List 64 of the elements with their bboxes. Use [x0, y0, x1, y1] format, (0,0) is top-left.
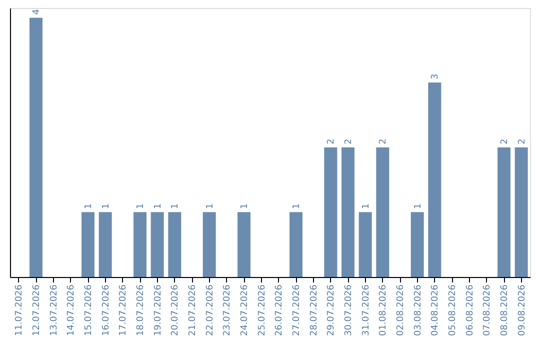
bar	[134, 212, 146, 277]
x-tick-label: 13.07.2026	[49, 284, 60, 336]
bar	[168, 212, 182, 277]
x-tick-label: 11.07.2026	[14, 284, 25, 336]
x-tick-label: 06.08.2026	[465, 284, 476, 336]
x-tick-label: 18.07.2026	[136, 284, 146, 336]
bar	[514, 147, 528, 277]
x-tick-label: 25.07.2026	[257, 284, 268, 336]
data-label: 2	[326, 138, 337, 144]
bar	[324, 147, 338, 277]
bar	[290, 212, 302, 277]
data-label: 4	[32, 8, 42, 15]
bar	[358, 212, 372, 277]
x-tick-label: 07.08.2026	[482, 284, 493, 336]
x-tick-label: 12.07.2026	[32, 284, 42, 336]
bar	[98, 212, 112, 277]
bar	[150, 212, 164, 277]
x-tick-label: 27.07.2026	[292, 284, 302, 336]
data-label: 2	[517, 138, 528, 144]
x-tick-label: 08.08.2026	[500, 284, 510, 336]
bar	[82, 212, 94, 277]
data-label: 2	[344, 138, 354, 144]
x-tick-label: 02.08.2026	[396, 284, 406, 336]
x-tick-label: 21.07.2026	[188, 284, 198, 336]
data-label: 2	[500, 138, 510, 144]
bar	[410, 212, 424, 277]
data-label: 1	[101, 203, 112, 210]
x-tick-label: 26.07.2026	[274, 284, 285, 336]
x-tick-label: 09.08.2026	[517, 284, 528, 336]
data-label: 1	[240, 203, 250, 210]
x-tick-label: 30.07.2026	[344, 284, 354, 336]
x-tick-label: 14.07.2026	[66, 284, 77, 336]
bar	[498, 147, 510, 277]
x-tick-label: 01.08.2026	[378, 284, 389, 336]
data-label: 1	[205, 203, 216, 210]
x-tick-label: 22.07.2026	[205, 284, 216, 336]
bar	[238, 212, 250, 277]
x-tick-label: 16.07.2026	[101, 284, 112, 336]
x-tick-label: 03.08.2026	[413, 284, 424, 336]
data-label: 1	[136, 203, 146, 210]
data-label: 2	[378, 138, 389, 144]
bar	[202, 212, 216, 277]
bar	[30, 18, 42, 277]
data-label: 1	[361, 203, 372, 210]
x-tick-label: 15.07.2026	[84, 284, 94, 336]
x-tick-label: 24.07.2026	[240, 284, 250, 336]
bar	[376, 147, 390, 277]
data-label: 1	[413, 203, 424, 210]
x-tick-label: 29.07.2026	[326, 284, 337, 336]
bar	[428, 82, 442, 277]
x-tick-label: 04.08.2026	[430, 284, 441, 336]
data-label: 1	[170, 203, 181, 210]
data-label: 1	[292, 203, 302, 210]
data-label: 1	[84, 203, 94, 210]
data-label: 3	[430, 74, 441, 80]
x-tick-label: 19.07.2026	[153, 284, 164, 336]
x-tick-label: 28.07.2026	[309, 284, 320, 336]
x-tick-label: 17.07.2026	[118, 284, 129, 336]
x-tick-label: 23.07.2026	[222, 284, 233, 336]
x-tick-label: 05.08.2026	[448, 284, 458, 336]
x-tick-label: 20.07.2026	[170, 284, 181, 336]
bar	[342, 147, 354, 277]
x-tick-label: 31.07.2026	[361, 284, 372, 336]
data-label: 1	[153, 203, 164, 210]
